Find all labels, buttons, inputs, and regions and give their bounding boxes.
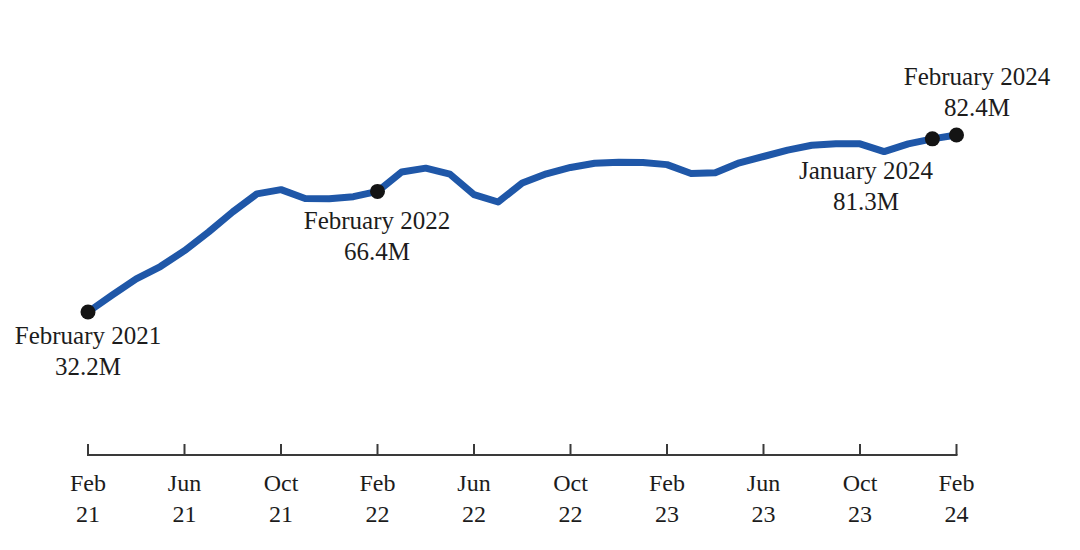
annotation-value-label: 82.4M xyxy=(904,92,1051,123)
annotation-february-2021: February 2021 32.2M xyxy=(15,320,162,382)
x-tick-label-feb-24: Feb24 xyxy=(939,468,975,530)
tick-year-label: 23 xyxy=(747,499,780,530)
x-tick-label-jun-23: Jun23 xyxy=(747,468,780,530)
data-point-marker-february-2024 xyxy=(949,127,964,142)
tick-month-label: Feb xyxy=(360,468,396,499)
x-tick-label-feb-22: Feb22 xyxy=(360,468,396,530)
annotation-february-2022: February 2022 66.4M xyxy=(304,205,451,267)
tick-year-label: 22 xyxy=(457,499,490,530)
annotation-january-2024: January 2024 81.3M xyxy=(799,155,933,217)
x-tick-label-oct-23: Oct23 xyxy=(843,468,878,530)
tick-month-label: Oct xyxy=(843,468,878,499)
tick-month-label: Jun xyxy=(457,468,490,499)
annotation-value-label: 66.4M xyxy=(304,236,451,267)
x-tick-label-feb-23: Feb23 xyxy=(649,468,685,530)
tick-year-label: 22 xyxy=(553,499,588,530)
x-tick-label-oct-21: Oct21 xyxy=(264,468,299,530)
x-tick-label-jun-21: Jun21 xyxy=(168,468,201,530)
annotation-date-label: February 2021 xyxy=(15,320,162,351)
tick-month-label: Feb xyxy=(649,468,685,499)
tick-year-label: 24 xyxy=(939,499,975,530)
tick-year-label: 21 xyxy=(70,499,106,530)
data-point-marker-january-2024 xyxy=(925,131,940,146)
annotation-value-label: 32.2M xyxy=(15,351,162,382)
x-tick-label-oct-22: Oct22 xyxy=(553,468,588,530)
tick-year-label: 23 xyxy=(649,499,685,530)
tick-month-label: Feb xyxy=(939,468,975,499)
tick-year-label: 23 xyxy=(843,499,878,530)
tick-year-label: 21 xyxy=(264,499,299,530)
tick-month-label: Jun xyxy=(168,468,201,499)
annotation-value-label: 81.3M xyxy=(799,186,933,217)
tick-month-label: Jun xyxy=(747,468,780,499)
annotation-date-label: February 2022 xyxy=(304,205,451,236)
tick-year-label: 22 xyxy=(360,499,396,530)
subscriber-growth-line-chart: February 2021 32.2M February 2022 66.4M … xyxy=(0,0,1080,550)
tick-month-label: Feb xyxy=(70,468,106,499)
tick-month-label: Oct xyxy=(553,468,588,499)
x-tick-label-feb-21: Feb21 xyxy=(70,468,106,530)
annotation-date-label: January 2024 xyxy=(799,155,933,186)
annotation-date-label: February 2024 xyxy=(904,61,1051,92)
data-point-marker-february-2021 xyxy=(81,305,96,320)
data-point-marker-february-2022 xyxy=(370,184,385,199)
annotation-february-2024: February 2024 82.4M xyxy=(904,61,1051,123)
tick-year-label: 21 xyxy=(168,499,201,530)
tick-month-label: Oct xyxy=(264,468,299,499)
x-tick-label-jun-22: Jun22 xyxy=(457,468,490,530)
